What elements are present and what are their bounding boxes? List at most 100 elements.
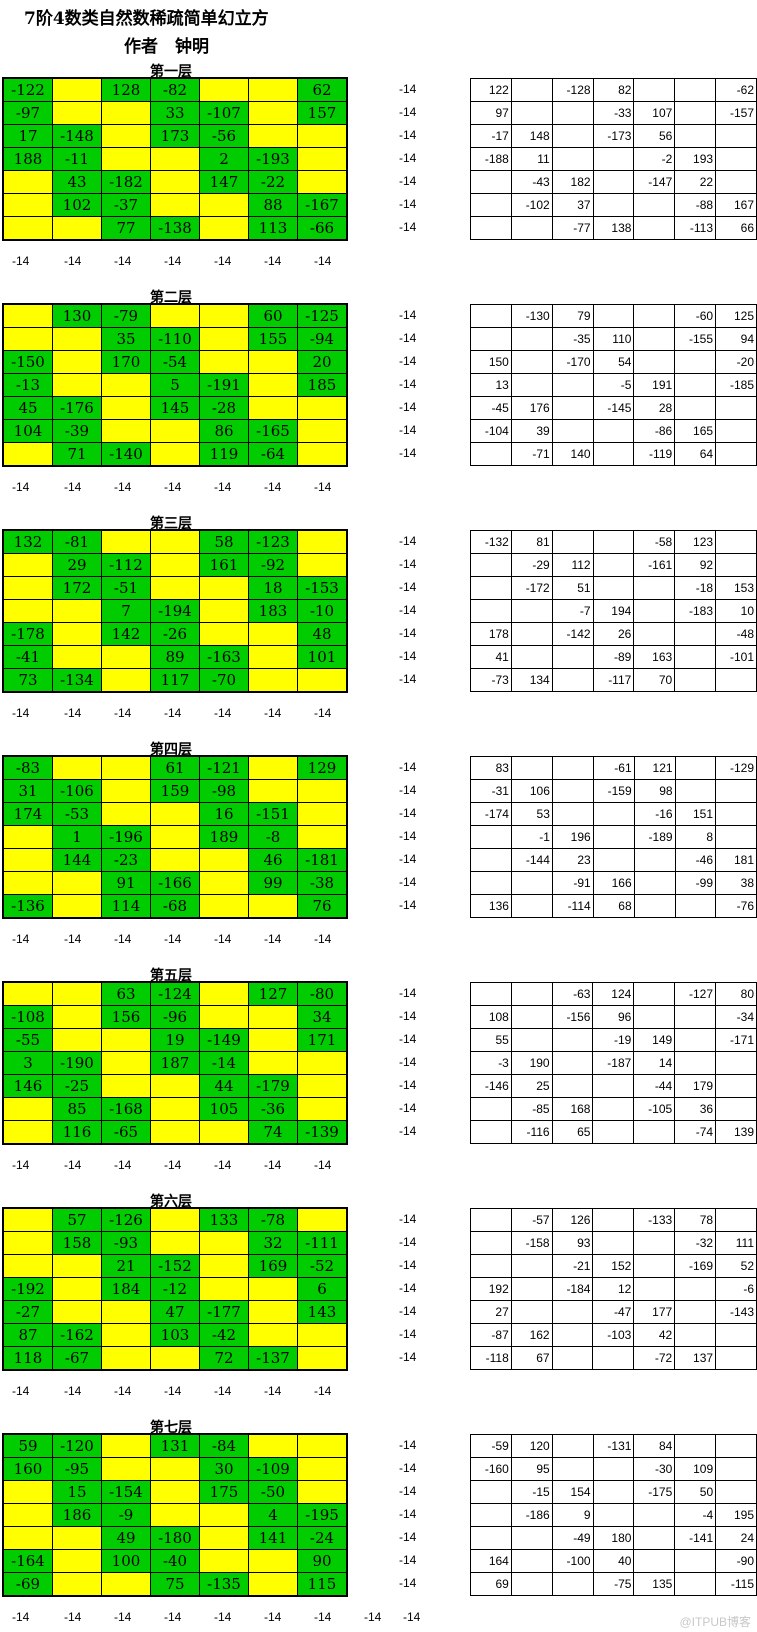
grid-cell: 91 — [101, 871, 151, 895]
grid-cell: 73 — [2, 668, 53, 693]
negated-cell: -16 — [633, 802, 676, 826]
negated-cell: -4 — [674, 1503, 717, 1527]
negated-cell — [674, 124, 717, 148]
column-sum: -14 — [214, 706, 232, 720]
grid-row: 188 -11 2 -193 — [2, 147, 348, 171]
row-sum-column: -14 -14 -14 -14 -14 -14 -14 — [399, 304, 439, 465]
row-sum: -14 — [399, 354, 417, 368]
negated-cell — [633, 304, 676, 328]
grid-row: 35 -110 155 -94 — [2, 327, 348, 351]
grid-row: 31 -106 159 -98 — [2, 779, 348, 803]
grid-cell: -79 — [101, 303, 151, 328]
grid-cell: 45 — [2, 396, 53, 420]
negated-cell: 84 — [633, 1434, 676, 1458]
negated-row: -91 166 -99 38 — [470, 871, 757, 895]
negated-cell — [633, 1120, 676, 1144]
negated-cell: -143 — [715, 1300, 757, 1324]
row-sum: -14 — [399, 1327, 417, 1341]
grid-cell: -106 — [52, 779, 102, 803]
grid-cell: -195 — [297, 1503, 348, 1527]
negated-cell: 40 — [592, 1549, 635, 1573]
column-sum: -14 — [64, 1384, 82, 1398]
negated-cell: 150 — [470, 350, 512, 374]
grid-cell: -68 — [150, 894, 200, 919]
grid-cell: 161 — [199, 553, 249, 577]
negated-row: -186 9 -4 195 — [470, 1503, 757, 1527]
negated-cell — [470, 1526, 512, 1550]
grid-cell: 29 — [52, 553, 102, 577]
grid-cell: -164 — [2, 1549, 53, 1573]
grid-cell: -137 — [248, 1346, 298, 1371]
negated-cell — [510, 982, 553, 1006]
negated-cell: 167 — [715, 193, 757, 217]
grid-cell: 17 — [2, 124, 53, 148]
grid-cell: 49 — [101, 1526, 151, 1550]
grid-cell — [248, 894, 298, 919]
row-sum: -14 — [399, 534, 417, 548]
negated-row: -57 126 -133 78 — [470, 1208, 757, 1232]
grid-cell — [297, 1323, 348, 1347]
grid-cell — [248, 350, 298, 374]
negated-row: -174 53 -16 151 — [470, 802, 757, 826]
negated-cell: 108 — [470, 1005, 512, 1029]
negated-cell: -142 — [551, 622, 594, 646]
negated-cell — [470, 327, 512, 351]
negated-cell — [633, 1005, 676, 1029]
grid-cell: 133 — [199, 1207, 249, 1232]
grid-cell: 127 — [248, 981, 298, 1006]
grid-cell — [2, 327, 53, 351]
grid-cell: -40 — [150, 1549, 200, 1573]
grid-cell — [248, 124, 298, 148]
grid-cell — [101, 1433, 151, 1458]
grid-cell — [150, 1503, 200, 1527]
grid-cell: 131 — [150, 1433, 200, 1458]
negated-row: 108 -156 96 -34 — [470, 1005, 757, 1029]
grid-row: -178 142 -26 48 — [2, 622, 348, 646]
grid-cell: -78 — [248, 1207, 298, 1232]
grid-cell — [199, 981, 249, 1006]
negated-cell: -90 — [715, 1549, 757, 1573]
grid-cell — [101, 373, 151, 397]
grid-cell — [2, 1231, 53, 1255]
negated-cell: -89 — [592, 645, 635, 669]
grid-cell: 61 — [150, 755, 200, 780]
grid-cell: -26 — [150, 622, 200, 646]
negated-cell: 123 — [674, 530, 717, 554]
negated-row: 97 -33 107 -157 — [470, 101, 757, 125]
negated-cell: 68 — [592, 894, 635, 918]
column-sum: -14 — [403, 1610, 421, 1624]
column-sum: -14 — [264, 1610, 282, 1624]
grid-cell — [2, 1480, 53, 1504]
grid-cell — [101, 1572, 151, 1597]
negated-cell — [674, 756, 717, 780]
grid-row: -164 100 -40 90 — [2, 1549, 348, 1573]
grid-cell — [2, 599, 53, 623]
grid-cell: 48 — [297, 622, 348, 646]
negated-cell — [715, 553, 757, 577]
grid-cell — [248, 1028, 298, 1052]
row-sum: -14 — [399, 1055, 417, 1069]
negated-cell — [510, 1526, 553, 1550]
negated-cell: 148 — [510, 124, 553, 148]
grid-cell: -124 — [150, 981, 200, 1006]
grid-cell: -166 — [150, 871, 200, 895]
grid-cell: -94 — [297, 327, 348, 351]
watermark: @ITPUB博客 — [679, 1615, 751, 1629]
negated-cell: -169 — [674, 1254, 717, 1278]
negated-cell: -130 — [510, 304, 553, 328]
negated-cell — [470, 1231, 512, 1255]
grid-row: 71 -140 119 -64 — [2, 442, 348, 467]
negated-cell: 194 — [592, 599, 635, 623]
row-sum: -14 — [399, 308, 417, 322]
negated-cell: 162 — [510, 1323, 553, 1347]
grid-row: 7 -194 183 -10 — [2, 599, 348, 623]
grid-cell: -28 — [199, 396, 249, 420]
grid-cell: 143 — [297, 1300, 348, 1324]
grid-cell — [52, 1005, 102, 1029]
grid-cell — [2, 303, 53, 328]
negated-cell: -183 — [674, 599, 717, 623]
grid-cell — [199, 1005, 249, 1029]
grid-cell — [297, 442, 348, 467]
negated-cell: 154 — [551, 1480, 594, 1504]
grid-cell: -56 — [199, 124, 249, 148]
